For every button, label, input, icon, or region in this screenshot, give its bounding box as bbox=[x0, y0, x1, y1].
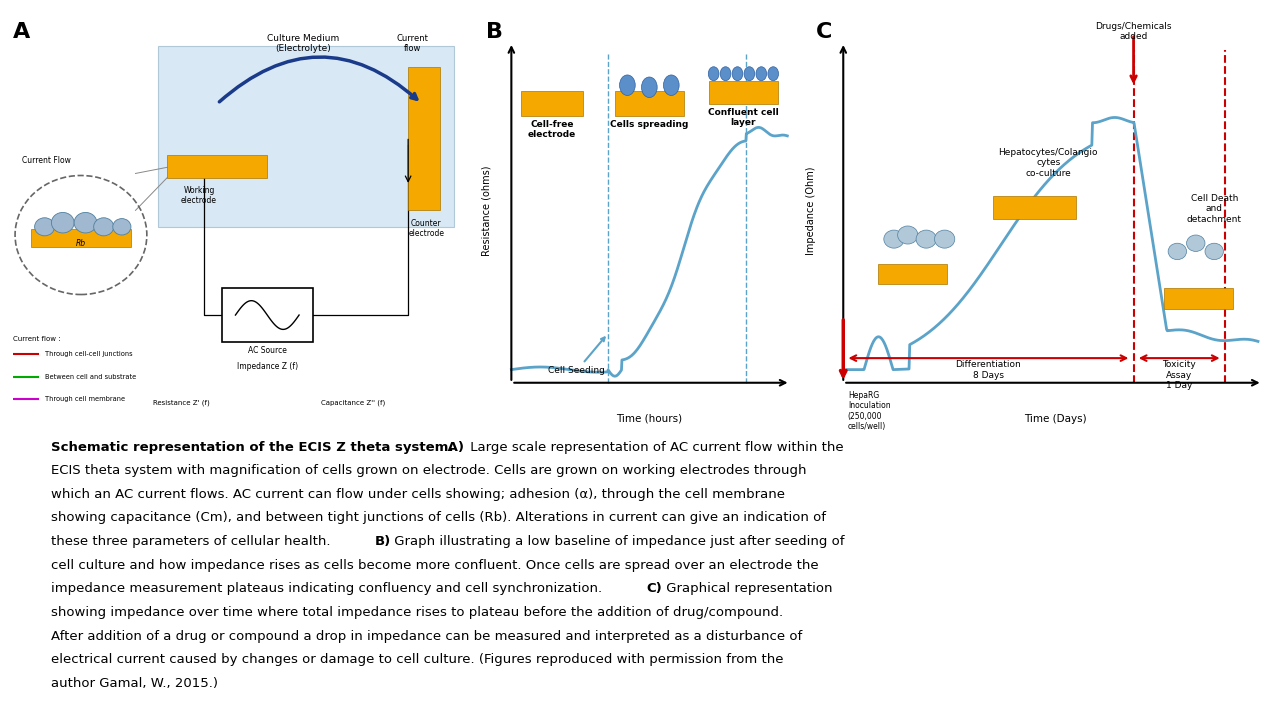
Circle shape bbox=[641, 77, 657, 97]
FancyBboxPatch shape bbox=[878, 264, 947, 284]
Circle shape bbox=[708, 67, 719, 81]
Text: Resistance Z' (f): Resistance Z' (f) bbox=[152, 399, 210, 405]
Circle shape bbox=[934, 230, 955, 248]
Text: Drugs/Chemicals
added: Drugs/Chemicals added bbox=[1096, 22, 1171, 41]
Text: Rb: Rb bbox=[76, 239, 86, 248]
Circle shape bbox=[721, 67, 731, 81]
FancyBboxPatch shape bbox=[709, 81, 778, 104]
Text: Current Flow: Current Flow bbox=[22, 156, 70, 166]
Text: Differentiation
8 Days: Differentiation 8 Days bbox=[956, 360, 1021, 379]
Text: these three parameters of cellular health.: these three parameters of cellular healt… bbox=[51, 535, 334, 548]
Circle shape bbox=[35, 217, 55, 236]
Text: Capacitance Z'' (f): Capacitance Z'' (f) bbox=[321, 399, 385, 405]
Circle shape bbox=[883, 230, 904, 248]
Text: Cell Seeding: Cell Seeding bbox=[548, 338, 605, 375]
Text: Hepatocytes/Colangio
cytes
co-culture: Hepatocytes/Colangio cytes co-culture bbox=[998, 148, 1098, 178]
Text: Between cell and substrate: Between cell and substrate bbox=[45, 374, 136, 379]
FancyBboxPatch shape bbox=[221, 288, 312, 342]
Circle shape bbox=[1187, 235, 1204, 251]
Text: Counter
electrode: Counter electrode bbox=[408, 219, 444, 238]
Text: which an AC current flows. AC current can flow under cells showing; adhesion (α): which an AC current flows. AC current ca… bbox=[51, 488, 785, 501]
Circle shape bbox=[93, 217, 114, 236]
Text: Through cell-cell junctions: Through cell-cell junctions bbox=[45, 351, 132, 357]
Text: Toxicity
Assay
1 Day: Toxicity Assay 1 Day bbox=[1162, 360, 1196, 390]
Text: C: C bbox=[815, 22, 832, 42]
Text: Time (Days): Time (Days) bbox=[1024, 414, 1087, 424]
Text: Working
electrode: Working electrode bbox=[180, 186, 218, 205]
FancyBboxPatch shape bbox=[408, 67, 440, 210]
FancyBboxPatch shape bbox=[168, 155, 268, 178]
Text: Cell-free
electrode: Cell-free electrode bbox=[529, 120, 576, 140]
Circle shape bbox=[620, 75, 635, 96]
Text: Cells spreading: Cells spreading bbox=[611, 120, 689, 129]
Circle shape bbox=[74, 212, 97, 233]
Text: Through cell membrane: Through cell membrane bbox=[45, 396, 124, 402]
FancyBboxPatch shape bbox=[614, 91, 684, 116]
Text: Impedance Z (f): Impedance Z (f) bbox=[237, 362, 298, 372]
Text: AC Source: AC Source bbox=[248, 346, 287, 355]
Circle shape bbox=[1169, 243, 1187, 260]
Circle shape bbox=[732, 67, 742, 81]
Text: Current
flow: Current flow bbox=[397, 34, 429, 53]
Circle shape bbox=[768, 67, 778, 81]
Text: B: B bbox=[486, 22, 503, 42]
Text: After addition of a drug or compound a drop in impedance can be measured and int: After addition of a drug or compound a d… bbox=[51, 629, 803, 642]
Circle shape bbox=[744, 67, 755, 81]
Circle shape bbox=[756, 67, 767, 81]
Circle shape bbox=[897, 226, 918, 244]
Circle shape bbox=[663, 75, 680, 96]
FancyBboxPatch shape bbox=[159, 46, 453, 227]
FancyBboxPatch shape bbox=[521, 91, 584, 116]
Text: showing capacitance (Cm), and between tight junctions of cells (Rb). Alterations: showing capacitance (Cm), and between ti… bbox=[51, 511, 826, 524]
Text: Resistance (ohms): Resistance (ohms) bbox=[481, 165, 492, 256]
Text: Large scale representation of AC current flow within the: Large scale representation of AC current… bbox=[466, 441, 844, 454]
Circle shape bbox=[916, 230, 937, 248]
Text: Current flow :: Current flow : bbox=[13, 336, 60, 342]
Text: Cell Death
and
detachment: Cell Death and detachment bbox=[1187, 194, 1242, 224]
Text: Schematic representation of the ECIS Z theta system.: Schematic representation of the ECIS Z t… bbox=[51, 441, 453, 454]
FancyBboxPatch shape bbox=[31, 229, 131, 247]
Circle shape bbox=[51, 212, 74, 233]
Text: B): B) bbox=[375, 535, 392, 548]
Text: author Gamal, W., 2015.): author Gamal, W., 2015.) bbox=[51, 677, 218, 690]
Text: A): A) bbox=[443, 441, 463, 454]
Circle shape bbox=[1204, 243, 1224, 260]
Text: Time (hours): Time (hours) bbox=[616, 414, 682, 424]
Text: showing impedance over time where total impedance rises to plateau before the ad: showing impedance over time where total … bbox=[51, 606, 783, 619]
Text: HepaRG
Inoculation
(250,000
cells/well): HepaRG Inoculation (250,000 cells/well) bbox=[847, 391, 891, 431]
Text: A: A bbox=[13, 22, 29, 42]
Text: Impedance (Ohm): Impedance (Ohm) bbox=[806, 166, 817, 255]
FancyBboxPatch shape bbox=[1164, 288, 1233, 309]
Text: Culture Medium
(Electrolyte): Culture Medium (Electrolyte) bbox=[268, 34, 339, 53]
Text: electrical current caused by changes or damage to cell culture. (Figures reprodu: electrical current caused by changes or … bbox=[51, 653, 783, 666]
Circle shape bbox=[113, 219, 131, 235]
Text: impedance measurement plateaus indicating confluency and cell synchronization.: impedance measurement plateaus indicatin… bbox=[51, 582, 607, 595]
Text: Graphical representation: Graphical representation bbox=[662, 582, 832, 595]
Text: Graph illustrating a low baseline of impedance just after seeding of: Graph illustrating a low baseline of imp… bbox=[390, 535, 845, 548]
Text: Confluent cell
layer: Confluent cell layer bbox=[708, 108, 778, 127]
FancyBboxPatch shape bbox=[993, 196, 1076, 219]
Text: cell culture and how impedance rises as cells become more confluent. Once cells : cell culture and how impedance rises as … bbox=[51, 559, 818, 572]
Text: ECIS theta system with magnification of cells grown on electrode. Cells are grow: ECIS theta system with magnification of … bbox=[51, 464, 806, 477]
Text: C): C) bbox=[646, 582, 662, 595]
